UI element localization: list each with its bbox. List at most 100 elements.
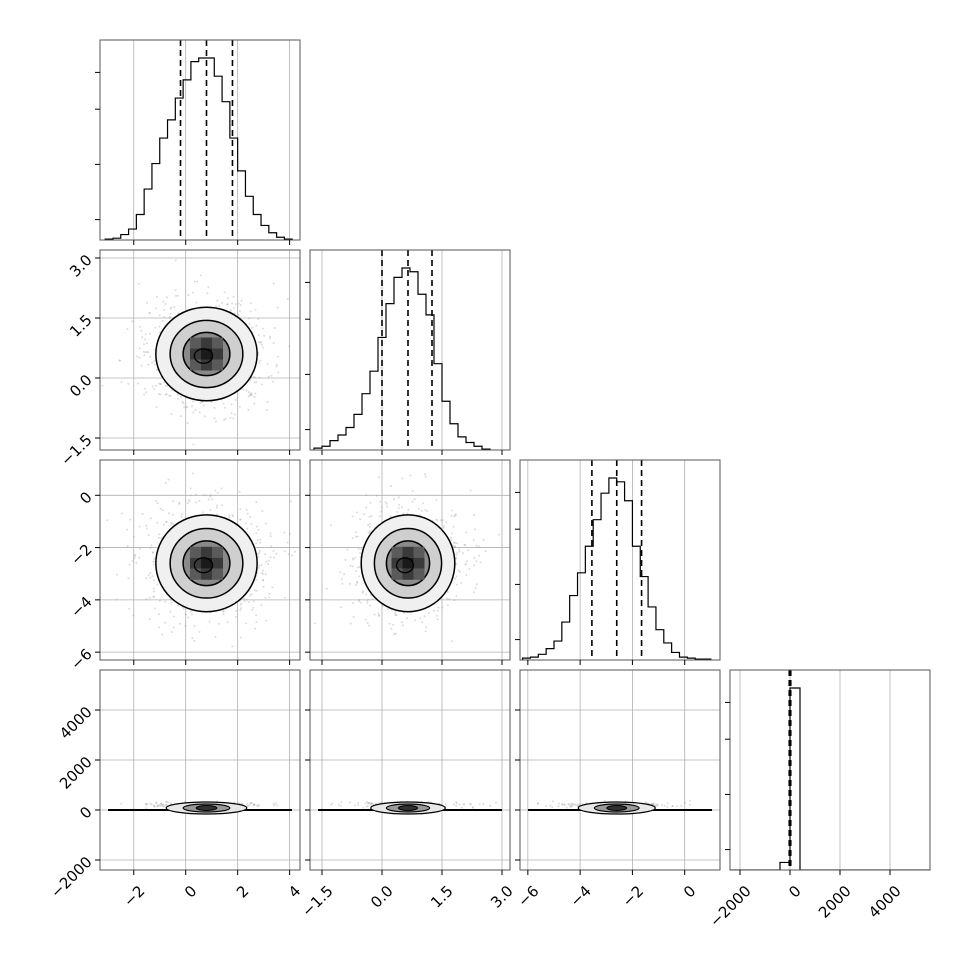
sample-point	[445, 521, 448, 524]
sample-point	[251, 608, 254, 611]
sample-point	[151, 551, 154, 554]
sample-point	[174, 259, 177, 262]
sample-point	[170, 306, 173, 309]
sample-point	[255, 621, 258, 624]
sample-point	[473, 564, 476, 567]
sample-point	[169, 394, 172, 397]
sample-point	[468, 568, 471, 570]
sample-point	[156, 805, 159, 808]
sample-point	[272, 550, 275, 552]
sample-point	[144, 351, 147, 354]
sample-point	[356, 581, 358, 584]
sample-point	[402, 512, 405, 515]
sample-point	[474, 528, 476, 531]
sample-point	[253, 803, 256, 806]
sample-point	[245, 508, 248, 511]
sample-point	[389, 515, 392, 518]
sample-point	[453, 803, 455, 806]
sample-point	[154, 326, 157, 329]
density-cell	[413, 568, 425, 580]
sample-point	[263, 334, 266, 337]
sample-point	[149, 802, 152, 805]
sample-point	[194, 409, 197, 411]
sample-point	[536, 802, 539, 805]
sample-point	[465, 562, 468, 565]
sample-point	[261, 571, 263, 574]
sample-point	[240, 607, 243, 610]
sample-point	[495, 801, 497, 804]
sample-point	[536, 802, 539, 805]
sample-point	[120, 380, 123, 383]
sample-point	[222, 610, 225, 613]
sample-point	[656, 804, 659, 807]
sample-point	[253, 803, 255, 806]
density-3-2	[528, 799, 712, 815]
sample-point	[455, 801, 458, 804]
sample-point	[188, 500, 191, 503]
y-tick-label: 0.0	[66, 371, 96, 401]
sample-point	[249, 310, 252, 313]
sample-point	[252, 600, 255, 603]
sample-point	[366, 622, 369, 624]
sample-point	[368, 525, 371, 528]
sample-point	[260, 383, 263, 386]
sample-point	[253, 803, 256, 806]
sample-point	[174, 294, 177, 297]
sample-point	[451, 509, 454, 512]
sample-point	[115, 573, 118, 576]
sample-point	[359, 601, 362, 604]
sample-point	[265, 522, 267, 525]
panel-frame	[99, 249, 301, 451]
sample-point	[222, 610, 225, 613]
sample-point	[454, 557, 457, 559]
sample-point	[666, 805, 669, 808]
sample-point	[461, 552, 464, 555]
sample-point	[203, 415, 206, 418]
x-tick-label: 3.0	[487, 882, 517, 912]
sample-point	[138, 356, 141, 359]
sample-point	[145, 524, 148, 527]
sample-point	[276, 355, 279, 358]
panel-1-1	[305, 249, 511, 455]
sample-point	[414, 619, 417, 622]
sample-point	[230, 412, 233, 415]
sample-point	[176, 397, 179, 400]
sample-point	[242, 388, 245, 391]
sample-point	[267, 559, 270, 562]
sample-point	[201, 511, 204, 514]
sample-point	[563, 803, 566, 806]
sample-point	[453, 515, 456, 518]
sample-point	[223, 418, 226, 421]
y-tick-label: 3.0	[66, 251, 96, 281]
panel-frame	[519, 669, 721, 871]
sample-point	[239, 609, 242, 611]
sample-point	[155, 801, 158, 804]
sample-point	[340, 606, 343, 609]
sample-point	[271, 586, 274, 589]
sample-point	[161, 509, 164, 512]
sample-point	[411, 500, 414, 503]
sample-point	[119, 359, 121, 362]
sample-point	[390, 485, 393, 487]
sample-point	[244, 522, 247, 525]
sample-point	[153, 363, 156, 366]
density-cell	[200, 546, 212, 558]
sample-point	[473, 513, 475, 516]
sample-point	[406, 617, 409, 620]
sample-point	[176, 604, 179, 607]
sample-point	[337, 803, 340, 806]
sample-point	[478, 803, 481, 806]
sample-point	[255, 614, 257, 617]
x-tick-label: 0	[680, 882, 699, 901]
sample-point	[363, 513, 366, 516]
histogram-1	[313, 250, 491, 450]
sample-point	[238, 490, 241, 493]
sample-point	[381, 605, 384, 607]
sample-point	[173, 615, 176, 618]
sample-point	[378, 614, 381, 617]
sample-point	[688, 799, 691, 802]
sample-point	[343, 573, 346, 576]
sample-point	[265, 409, 268, 411]
x-tick-label: −2	[619, 882, 647, 910]
sample-point	[199, 274, 202, 277]
